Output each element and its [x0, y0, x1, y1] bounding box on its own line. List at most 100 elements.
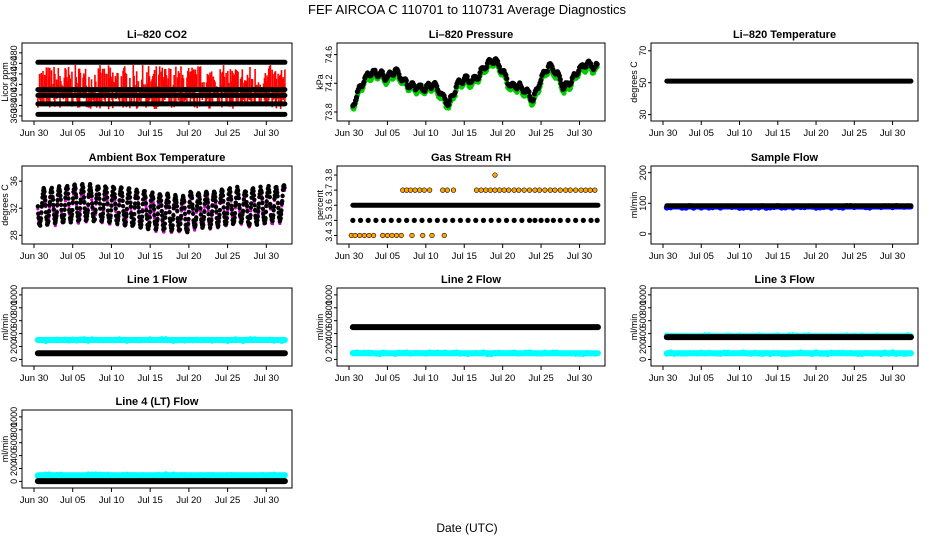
y-axis-label: ml/min: [629, 314, 639, 341]
y-axis-label: ml/min: [0, 436, 10, 463]
data-point: [384, 232, 391, 239]
data-point: [237, 205, 242, 211]
data-point: [259, 196, 265, 201]
data-point: [127, 195, 133, 200]
data-point: [403, 77, 409, 84]
data-point: [244, 200, 249, 205]
y-tick-label: 0: [638, 231, 648, 236]
data-point: [245, 208, 250, 214]
data-point: [274, 190, 280, 195]
x-tick-label: Jun 30: [20, 128, 49, 139]
data-point: [487, 187, 493, 193]
data-point: [190, 206, 195, 211]
data-point: [212, 191, 218, 196]
data-point: [190, 211, 196, 216]
data-point: [229, 203, 234, 208]
data-point: [170, 223, 175, 228]
data-point: [174, 204, 180, 209]
data-point: [206, 209, 210, 213]
data-point: [440, 187, 446, 193]
data-point: [357, 232, 363, 239]
data-point: [108, 213, 113, 218]
data-point: [46, 213, 51, 218]
data-point: [144, 208, 149, 213]
x-tick-label: Jul 05: [689, 251, 714, 262]
data-point: [255, 214, 260, 219]
x-tick-label: Jul 25: [528, 128, 553, 139]
data-point: [159, 203, 164, 208]
data-point: [140, 209, 145, 214]
data-point: [182, 205, 187, 210]
data-point: [58, 197, 63, 202]
x-tick-label: Jul 15: [765, 373, 790, 384]
data-point: [57, 189, 63, 194]
data-point: [194, 208, 199, 213]
x-tick-label: Jul 10: [99, 373, 124, 384]
panel-title: Li–820 CO2: [127, 29, 187, 41]
data-point: [398, 232, 404, 239]
data-point: [209, 209, 215, 214]
data-point: [389, 232, 395, 239]
data-point: [450, 217, 456, 223]
data-point: [77, 212, 82, 217]
panel-title: Line 1 Flow: [127, 274, 187, 286]
data-point: [350, 217, 356, 223]
y-tick-label: 460: [9, 56, 19, 71]
data-point: [271, 213, 276, 218]
data-point: [151, 203, 156, 208]
data-point: [135, 190, 140, 195]
data-point: [503, 217, 510, 223]
y-tick-label: 30: [638, 110, 648, 120]
y-tick-label: 600: [9, 435, 19, 450]
data-point: [519, 217, 525, 223]
data-point: [49, 190, 55, 195]
y-axis-label: Licor ppm: [0, 62, 10, 102]
x-tick-label: Jul 05: [60, 251, 85, 262]
data-point: [251, 188, 256, 194]
data-point: [521, 187, 527, 193]
data-point: [588, 217, 594, 223]
data-point: [155, 216, 160, 222]
x-tick-label: Jul 10: [99, 495, 124, 506]
data-point: [504, 76, 510, 82]
y-tick-label: 36: [9, 176, 19, 186]
data-point: [542, 187, 548, 193]
data-point: [264, 199, 269, 204]
y-axis-label: kPa: [315, 74, 325, 90]
data-point: [477, 70, 483, 76]
x-tick-label: Jul 15: [137, 128, 162, 139]
data-point: [62, 212, 67, 218]
x-tick-label: Jul 20: [490, 251, 515, 262]
data-point: [434, 217, 440, 223]
data-point: [198, 212, 204, 217]
x-tick-label: Jul 30: [254, 373, 279, 384]
data-point: [189, 195, 195, 201]
data-point: [526, 89, 532, 95]
x-tick-label: Jul 15: [452, 128, 477, 139]
data-point: [214, 209, 219, 214]
data-point: [228, 189, 233, 195]
y-axis-label: ml/min: [0, 314, 10, 341]
data-point: [178, 221, 183, 226]
data-point: [526, 217, 533, 223]
data-point: [54, 213, 59, 218]
data-point: [427, 217, 433, 223]
data-point: [198, 206, 203, 211]
data-point: [87, 182, 93, 187]
y-axis-label: degrees C: [629, 61, 639, 103]
y-tick-label: 600: [638, 313, 648, 328]
data-point: [464, 73, 470, 79]
panel-title: Li–820 Pressure: [429, 29, 513, 41]
data-point: [139, 214, 145, 219]
y-tick-label: 200: [324, 339, 334, 354]
data-point: [182, 199, 187, 204]
data-point: [568, 79, 574, 86]
x-tick-label: Jul 30: [567, 128, 592, 139]
data-point: [80, 185, 86, 190]
data-point: [120, 204, 126, 209]
data-point: [213, 204, 219, 210]
x-tick-label: Jun 30: [335, 251, 364, 262]
data-point: [124, 212, 129, 217]
data-point: [442, 96, 448, 102]
y-tick-label: 0: [9, 479, 19, 484]
